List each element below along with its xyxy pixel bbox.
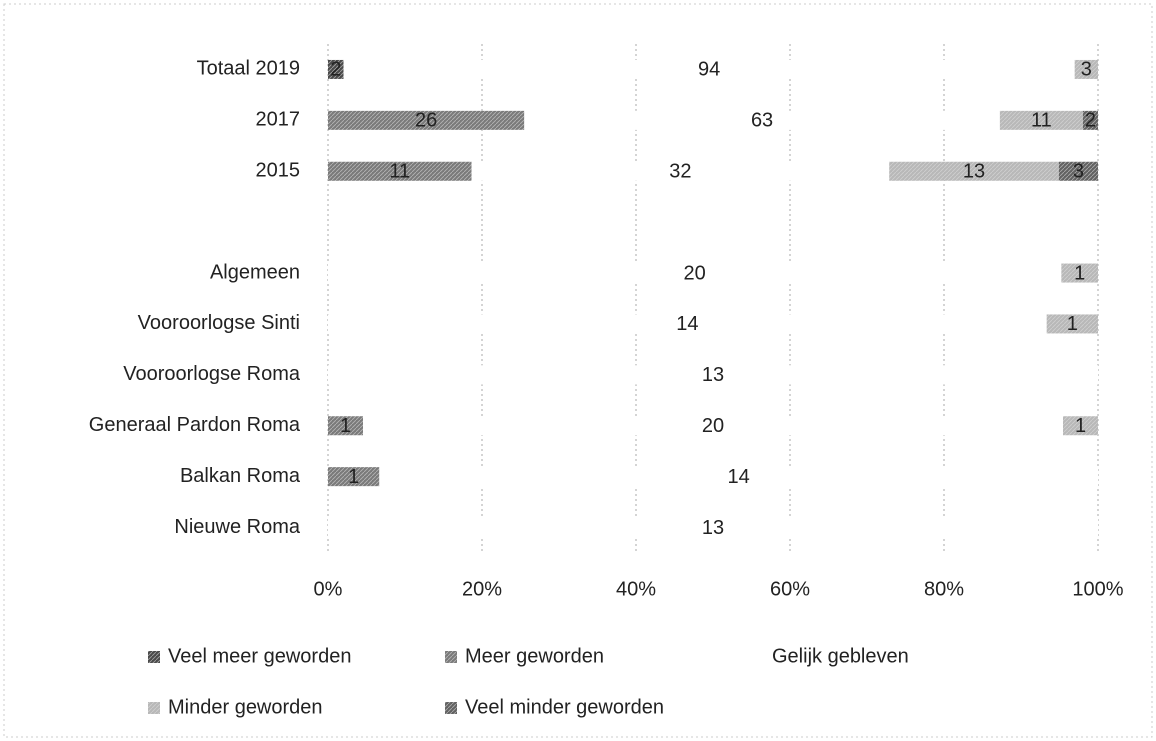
bar-segment [999, 110, 1083, 130]
x-tick-label: 40% [616, 578, 656, 600]
legend-label: Minder geworden [168, 696, 323, 718]
data-label: 3 [1081, 59, 1092, 81]
bar-segment [328, 416, 363, 436]
legend-label: Veel meer geworden [168, 645, 351, 667]
data-label: 11 [1031, 110, 1052, 132]
x-tick-label: 100% [1072, 578, 1123, 600]
legend-swatch [148, 702, 160, 714]
bar-segment [1046, 314, 1098, 334]
bar-segment [1063, 416, 1098, 436]
y-tick-label: Totaal 2019 [197, 58, 300, 80]
legend-swatch [445, 651, 457, 663]
bar-segment [471, 161, 890, 181]
data-label: 1 [340, 415, 351, 437]
y-tick-label: 2017 [256, 109, 301, 131]
y-tick-label: Balkan Roma [180, 465, 301, 487]
y-tick-label: Generaal Pardon Roma [89, 414, 301, 436]
bar-segment [328, 263, 1062, 283]
data-label: 3 [1073, 161, 1084, 183]
data-label: 32 [669, 161, 691, 183]
x-tick-label: 0% [314, 578, 343, 600]
bar-segment [328, 161, 472, 181]
bar-segment [379, 467, 1098, 487]
y-tick-label: Algemeen [210, 261, 300, 283]
bar-segment [363, 416, 1063, 436]
legend-swatch [752, 651, 764, 663]
data-label: 63 [751, 110, 773, 132]
data-label: 11 [389, 161, 410, 183]
legend-label: Meer geworden [465, 645, 604, 667]
legend-label: Veel minder geworden [465, 696, 664, 718]
bar-segment [328, 110, 525, 130]
bar-segment [328, 518, 1098, 538]
data-label: 13 [702, 364, 724, 386]
data-label: 2 [1085, 110, 1096, 132]
bar-segment [1082, 110, 1098, 130]
bar-segment [1058, 161, 1098, 181]
x-tick-label: 80% [924, 578, 964, 600]
bar-segment [1074, 59, 1098, 79]
legend-label: Gelijk gebleven [772, 645, 909, 667]
frame [3, 3, 1153, 738]
bar-segment [343, 59, 1075, 79]
x-tick-label: 60% [770, 578, 810, 600]
data-label: 26 [415, 110, 437, 132]
data-label: 94 [698, 59, 720, 81]
x-tick-label: 20% [462, 578, 502, 600]
bar-segment [328, 365, 1098, 385]
bar-segment [524, 110, 1000, 130]
y-tick-label: Nieuwe Roma [174, 516, 300, 538]
y-tick-label: Vooroorlogse Roma [123, 363, 301, 385]
data-label: 14 [728, 466, 750, 488]
bar-segment [328, 59, 344, 79]
data-label: 20 [684, 262, 706, 284]
data-label: 13 [702, 517, 724, 539]
data-label: 1 [1067, 313, 1078, 335]
legend-swatch [148, 651, 160, 663]
data-label: 1 [1074, 262, 1085, 284]
data-label: 1 [1075, 415, 1086, 437]
bar-segment [328, 314, 1047, 334]
data-label: 2 [330, 59, 341, 81]
data-label: 14 [676, 313, 698, 335]
y-tick-label: Vooroorlogse Sinti [138, 312, 300, 334]
y-tick-label: 2015 [256, 160, 301, 182]
data-label: 1 [348, 466, 359, 488]
data-label: 13 [963, 161, 985, 183]
data-label: 20 [702, 415, 724, 437]
legend-swatch [445, 702, 457, 714]
bar-segment [889, 161, 1059, 181]
bar-segment [1061, 263, 1098, 283]
bar-segment [328, 467, 380, 487]
